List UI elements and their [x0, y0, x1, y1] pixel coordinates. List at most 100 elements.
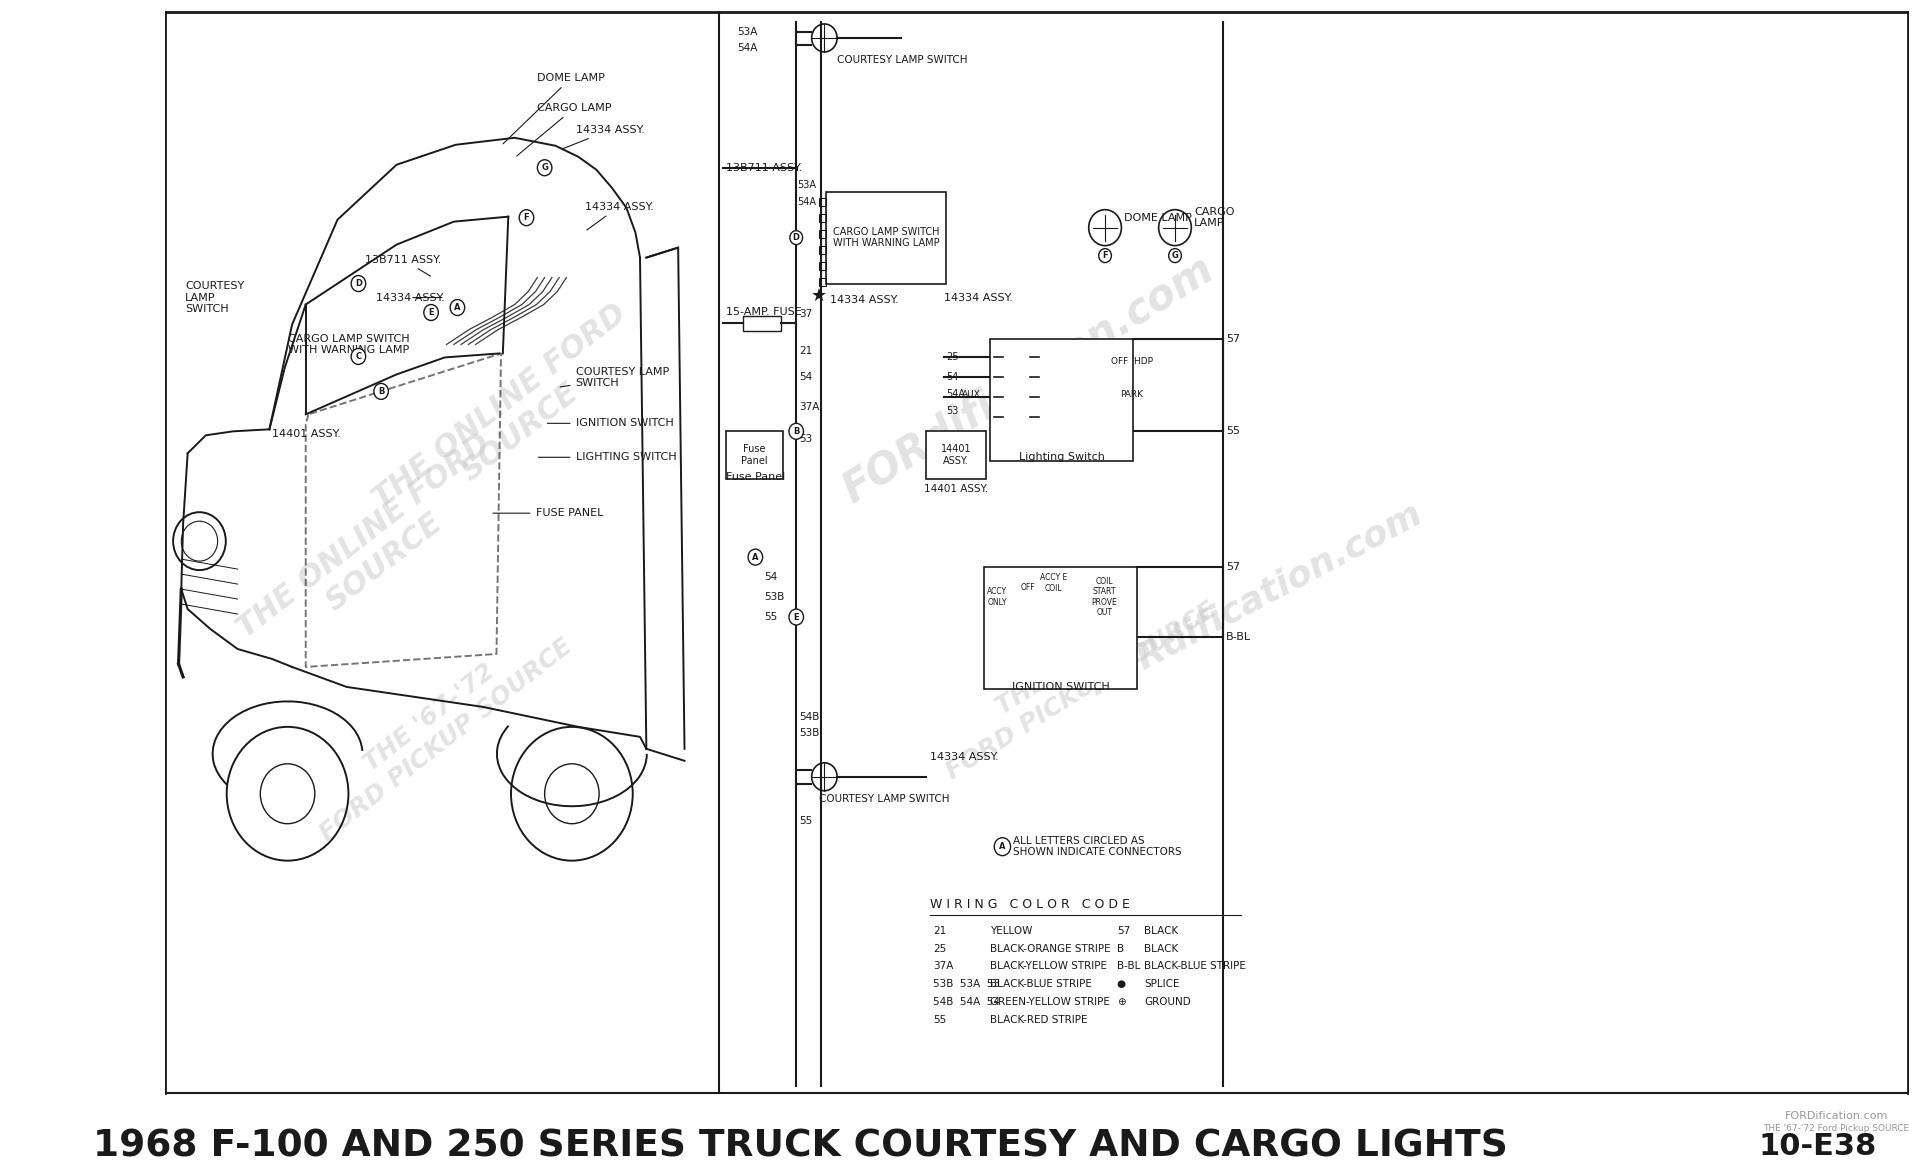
Bar: [743, 316, 781, 332]
Text: ALL LETTERS CIRCLED AS
SHOWN INDICATE CONNECTORS: ALL LETTERS CIRCLED AS SHOWN INDICATE CO…: [1014, 836, 1183, 858]
Circle shape: [749, 549, 762, 565]
Bar: [826, 192, 947, 284]
Bar: [989, 339, 1133, 462]
Text: CARGO
LAMP: CARGO LAMP: [1194, 207, 1235, 228]
Text: BLACK-RED STRIPE: BLACK-RED STRIPE: [989, 1016, 1087, 1025]
Text: W I R I N G   C O L O R   C O D E: W I R I N G C O L O R C O D E: [929, 898, 1129, 911]
Text: 37A: 37A: [933, 961, 954, 971]
Bar: [820, 229, 826, 237]
Text: 54A: 54A: [947, 389, 966, 400]
Bar: [820, 214, 826, 222]
Text: Lighting Switch: Lighting Switch: [1018, 452, 1104, 462]
Bar: [820, 262, 826, 270]
Text: 57: 57: [1225, 334, 1240, 345]
Text: COURTESY LAMP SWITCH: COURTESY LAMP SWITCH: [837, 55, 968, 65]
Text: 14401 ASSY.: 14401 ASSY.: [924, 484, 989, 494]
Text: 21: 21: [799, 346, 812, 357]
Text: 21: 21: [933, 926, 947, 935]
Text: CARGO LAMP SWITCH
WITH WARNING LAMP: CARGO LAMP SWITCH WITH WARNING LAMP: [833, 227, 939, 249]
Circle shape: [351, 348, 365, 365]
Text: FORdification.com: FORdification.com: [1083, 497, 1428, 701]
Text: FORDification.com: FORDification.com: [1784, 1112, 1887, 1121]
Text: 53A: 53A: [797, 180, 816, 189]
Text: 54: 54: [947, 373, 958, 382]
Text: 14334 ASSY.: 14334 ASSY.: [829, 295, 899, 305]
Text: ★: ★: [810, 286, 828, 305]
Text: 14334 ASSY.: 14334 ASSY.: [584, 202, 653, 230]
Text: 14401 ASSY.: 14401 ASSY.: [273, 429, 342, 440]
Text: 54: 54: [799, 373, 812, 382]
Text: D: D: [793, 233, 801, 242]
Text: COURTESY LAMP
SWITCH: COURTESY LAMP SWITCH: [561, 367, 668, 388]
Text: 37: 37: [799, 309, 812, 318]
Text: YELLOW: YELLOW: [989, 926, 1033, 935]
Text: OFF  HDP: OFF HDP: [1112, 357, 1154, 366]
Text: BLACK: BLACK: [1144, 926, 1179, 935]
Text: 54A: 54A: [797, 196, 816, 207]
Text: F: F: [524, 213, 530, 222]
Text: COIL
START
PROVE
OUT: COIL START PROVE OUT: [1091, 577, 1117, 617]
Text: 57: 57: [1225, 562, 1240, 572]
Text: BLACK-YELLOW STRIPE: BLACK-YELLOW STRIPE: [989, 961, 1106, 971]
Text: CARGO LAMP SWITCH
WITH WARNING LAMP: CARGO LAMP SWITCH WITH WARNING LAMP: [288, 333, 409, 355]
Bar: [820, 245, 826, 254]
Text: CARGO LAMP: CARGO LAMP: [516, 103, 612, 155]
Bar: [985, 567, 1137, 689]
Text: B: B: [1117, 943, 1123, 954]
Circle shape: [1169, 249, 1181, 263]
Text: 14334 ASSY.: 14334 ASSY.: [376, 292, 444, 303]
Text: F: F: [1102, 251, 1108, 260]
Text: COURTESY
LAMP
SWITCH: COURTESY LAMP SWITCH: [184, 281, 244, 314]
Text: 54B: 54B: [799, 712, 820, 722]
Circle shape: [374, 383, 388, 400]
Text: B-BL: B-BL: [1225, 632, 1252, 642]
Text: COURTESY LAMP SWITCH: COURTESY LAMP SWITCH: [820, 794, 948, 804]
Text: BLACK-ORANGE STRIPE: BLACK-ORANGE STRIPE: [989, 943, 1110, 954]
Text: 55: 55: [933, 1016, 947, 1025]
Text: FORdification.com: FORdification.com: [835, 248, 1221, 511]
Text: GROUND: GROUND: [1144, 997, 1190, 1008]
Text: 14334 ASSY.: 14334 ASSY.: [563, 125, 645, 148]
Bar: [726, 431, 783, 479]
Text: THE '67-'72 Ford Pickup SOURCE: THE '67-'72 Ford Pickup SOURCE: [1763, 1123, 1908, 1133]
Text: THE ONLINE FORD
SOURCE: THE ONLINE FORD SOURCE: [232, 428, 516, 670]
Text: A: A: [455, 303, 461, 312]
Text: 25: 25: [933, 943, 947, 954]
Text: 54B  54A  54: 54B 54A 54: [933, 997, 1000, 1008]
Text: DOME LAMP: DOME LAMP: [503, 72, 605, 144]
Text: 55: 55: [799, 816, 812, 825]
Text: 10-E38: 10-E38: [1759, 1132, 1878, 1161]
Text: 37A: 37A: [799, 402, 820, 413]
Text: GREEN-YELLOW STRIPE: GREEN-YELLOW STRIPE: [989, 997, 1110, 1008]
Text: THE ONLINE FORD
SOURCE: THE ONLINE FORD SOURCE: [369, 298, 653, 540]
Text: ⊕: ⊕: [1117, 997, 1125, 1008]
Circle shape: [518, 209, 534, 226]
Text: C: C: [355, 352, 361, 361]
Circle shape: [789, 230, 803, 244]
Text: 53A: 53A: [737, 27, 758, 37]
Circle shape: [449, 299, 465, 316]
Text: 53B: 53B: [799, 728, 820, 738]
Text: DOME LAMP: DOME LAMP: [1123, 213, 1192, 222]
Text: BLACK-BLUE STRIPE: BLACK-BLUE STRIPE: [1144, 961, 1246, 971]
Text: E: E: [428, 307, 434, 317]
Text: LIGHTING SWITCH: LIGHTING SWITCH: [538, 452, 676, 462]
Text: 25: 25: [947, 352, 958, 362]
Text: BLACK-BLUE STRIPE: BLACK-BLUE STRIPE: [989, 980, 1092, 989]
Text: ACCY
ONLY: ACCY ONLY: [987, 587, 1006, 607]
Text: ACCY E
COIL: ACCY E COIL: [1039, 573, 1068, 593]
Circle shape: [538, 160, 551, 175]
Text: SPLICE: SPLICE: [1144, 980, 1179, 989]
Text: 54A: 54A: [737, 43, 758, 53]
Text: 53: 53: [799, 435, 812, 444]
Text: Fuse
Panel: Fuse Panel: [741, 444, 768, 466]
Text: B: B: [793, 427, 799, 436]
Text: 13B711 ASSY.: 13B711 ASSY.: [365, 255, 442, 276]
Bar: [165, 1093, 1908, 1167]
Text: Fuse Panel: Fuse Panel: [726, 472, 785, 483]
Bar: [820, 277, 826, 285]
Circle shape: [351, 276, 365, 291]
Text: BLACK: BLACK: [1144, 943, 1179, 954]
Circle shape: [995, 838, 1010, 856]
Text: ●: ●: [1117, 980, 1125, 989]
